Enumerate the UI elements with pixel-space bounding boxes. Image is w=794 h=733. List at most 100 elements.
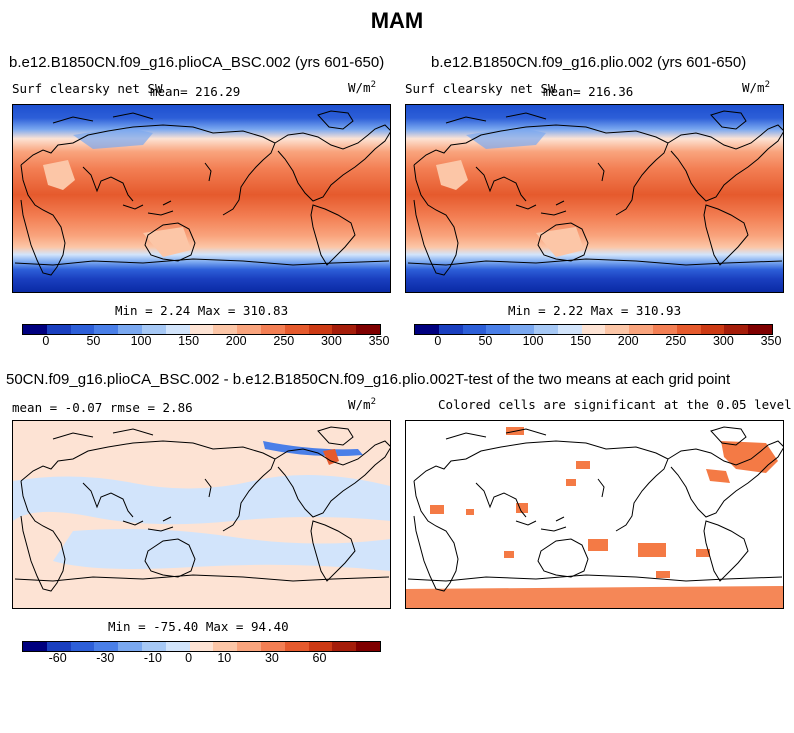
- panel1-variable-label: Surf clearsky net SW: [12, 81, 163, 96]
- colorbar-swatch: [462, 325, 487, 334]
- colorbar-swatch: [118, 325, 142, 334]
- colorbar-swatch: [237, 325, 261, 334]
- panel2-colorbar-ticks: 0 50 100 150 200 250 300 350: [414, 334, 781, 350]
- colorbar-swatch: [308, 325, 333, 334]
- panel2-colorbar: [414, 324, 773, 335]
- panel1-land-patch: [43, 160, 75, 190]
- colorbar-tick-label: 50: [478, 334, 493, 348]
- colorbar-swatch: [165, 325, 190, 334]
- colorbar-swatch: [284, 642, 309, 651]
- panel4-subtitle: Colored cells are significant at the 0.0…: [438, 397, 792, 412]
- colorbar-swatch: [629, 325, 653, 334]
- colorbar-tick-label: 0: [185, 651, 193, 665]
- colorbar-tick-label: 200: [225, 334, 247, 348]
- panel2-units: W/m2: [742, 80, 770, 96]
- colorbar-tick-label: 350: [760, 334, 782, 348]
- panel3-negative-region: [13, 475, 390, 525]
- colorbar-swatch: [118, 642, 142, 651]
- panel1-mean: mean= 216.29: [150, 84, 240, 99]
- colorbar-swatch: [70, 325, 95, 334]
- colorbar-tick-label: -30: [96, 651, 115, 665]
- colorbar-tick-label: 0: [434, 334, 442, 348]
- colorbar-swatch: [510, 325, 534, 334]
- colorbar-tick-label: 30: [264, 651, 279, 665]
- colorbar-swatch: [581, 325, 606, 334]
- colorbar-swatch: [284, 325, 309, 334]
- panel2-mean-label: mean=: [543, 84, 581, 99]
- colorbar-swatch: [189, 325, 214, 334]
- panel2-minmax: Min = 2.22 Max = 310.93: [508, 303, 682, 318]
- panel3-colorbar-ticks: -60 -30 -10 0 10 30 60: [22, 651, 379, 667]
- panel1-field: [13, 105, 390, 292]
- panel3-negative-band: [263, 441, 363, 457]
- panel4-significant-cells: [406, 427, 783, 608]
- panel2-mean-value: 216.36: [588, 84, 634, 99]
- colorbar-tick-label: 100: [522, 334, 544, 348]
- panel3-map: [12, 420, 391, 609]
- colorbar-swatch: [700, 325, 725, 334]
- colorbar-swatch: [70, 642, 95, 651]
- colorbar-tick-label: 10: [217, 651, 232, 665]
- colorbar-tick-label: 50: [86, 334, 101, 348]
- colorbar-swatch: [724, 325, 749, 334]
- colorbar-swatch: [557, 325, 582, 334]
- colorbar-tick-label: -60: [48, 651, 67, 665]
- colorbar-swatch: [141, 642, 166, 651]
- colorbar-swatch: [415, 325, 439, 334]
- colorbar-swatch: [94, 325, 119, 334]
- colorbar-tick-label: 150: [178, 334, 200, 348]
- panel4-map: [405, 420, 784, 609]
- colorbar-swatch: [46, 325, 71, 334]
- panel4-title: T-test of the two means at each grid poi…: [455, 371, 731, 388]
- colorbar-swatch: [652, 325, 677, 334]
- panel2-mean: mean= 216.36: [543, 84, 633, 99]
- panel1-case-title: b.e12.B1850CN.f09_g16.plioCA_BSC.002 (yr…: [9, 54, 385, 71]
- colorbar-swatch: [605, 325, 630, 334]
- figure-title: MAM: [370, 8, 424, 33]
- colorbar-tick-label: 350: [368, 334, 390, 348]
- panel2-map: [405, 104, 784, 293]
- panel3-diff-title: 50CN.f09_g16.plioCA_BSC.002 - b.e12.B185…: [6, 371, 455, 388]
- panel2-variable-label: Surf clearsky net SW: [405, 81, 556, 96]
- panel3-stats: mean = -0.07 rmse = 2.86: [12, 400, 193, 415]
- colorbar-swatch: [260, 642, 285, 651]
- colorbar-tick-label: 60: [312, 651, 327, 665]
- colorbar-tick-label: 250: [665, 334, 687, 348]
- colorbar-tick-label: 250: [273, 334, 295, 348]
- colorbar-swatch: [213, 642, 238, 651]
- colorbar-swatch: [94, 642, 119, 651]
- colorbar-swatch: [308, 642, 333, 651]
- colorbar-tick-label: 0: [42, 334, 50, 348]
- colorbar-tick-label: 100: [130, 334, 152, 348]
- panel1-colorbar-ticks: 0 50 100 150 200 250 300 350: [22, 334, 389, 350]
- colorbar-swatch: [23, 642, 47, 651]
- panel1-map: [12, 104, 391, 293]
- colorbar-swatch: [533, 325, 558, 334]
- panel2-case-title: b.e12.B1850CN.f09_g16.plio.002 (yrs 601-…: [431, 54, 747, 71]
- colorbar-tick-label: 300: [320, 334, 342, 348]
- colorbar-swatch: [46, 642, 71, 651]
- colorbar-swatch: [676, 325, 701, 334]
- panel3-colorbar: [22, 641, 381, 652]
- colorbar-swatch: [141, 325, 166, 334]
- colorbar-swatch: [237, 642, 261, 651]
- colorbar-swatch: [486, 325, 511, 334]
- colorbar-swatch: [189, 642, 214, 651]
- panel1-colorbar: [22, 324, 381, 335]
- colorbar-swatch: [748, 325, 772, 334]
- panel1-units: W/m2: [348, 80, 376, 96]
- colorbar-swatch: [213, 325, 238, 334]
- colorbar-swatch: [23, 325, 47, 334]
- colorbar-swatch: [332, 325, 357, 334]
- panel1-mean-value: 216.29: [195, 84, 241, 99]
- colorbar-tick-label: 300: [712, 334, 734, 348]
- colorbar-tick-label: 150: [570, 334, 592, 348]
- panel1-mean-label: mean=: [150, 84, 188, 99]
- panel3-minmax: Min = -75.40 Max = 94.40: [108, 619, 289, 634]
- colorbar-swatch: [165, 642, 190, 651]
- panel3-units: W/m2: [348, 397, 376, 413]
- colorbar-swatch: [260, 325, 285, 334]
- colorbar-swatch: [438, 325, 463, 334]
- colorbar-swatch: [356, 325, 380, 334]
- panel3-positive-spot: [323, 449, 339, 465]
